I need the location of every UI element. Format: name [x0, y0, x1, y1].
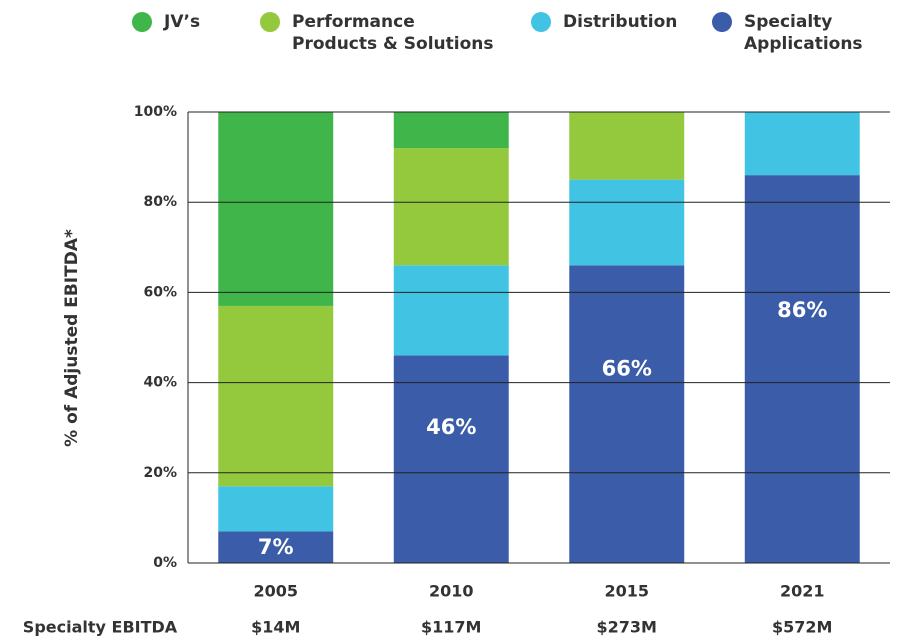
- x-tick-label: 2021: [780, 582, 825, 601]
- legend-item: Performance Products & Solutions: [260, 11, 494, 55]
- bar-segment: [218, 486, 334, 532]
- footer-label: Specialty EBITDA: [23, 618, 178, 637]
- footer-value: $14M: [251, 618, 300, 637]
- bar-segment: [393, 148, 509, 266]
- x-tick-label: 2010: [429, 582, 474, 601]
- footer-value: $273M: [597, 618, 657, 637]
- footer-value: $117M: [421, 618, 481, 637]
- data-label: 86%: [777, 298, 827, 322]
- data-label: 66%: [602, 357, 652, 381]
- footer-value: $572M: [772, 618, 832, 637]
- x-tick-label: 2015: [604, 582, 649, 601]
- y-tick-label: 40%: [143, 375, 177, 391]
- legend-label: Specialty Applications: [744, 12, 863, 54]
- legend-label: Distribution: [563, 12, 678, 32]
- bar-segment: [218, 531, 334, 563]
- x-tick-label: 2005: [253, 582, 298, 601]
- bar-segment: [569, 265, 685, 563]
- y-tick-label: 0%: [153, 555, 177, 571]
- data-label: 46%: [426, 415, 476, 439]
- bar-segment: [218, 305, 334, 487]
- data-label: 7%: [258, 535, 294, 559]
- legend-item: JV’s: [132, 11, 200, 33]
- legend-label: JV’s: [164, 12, 201, 32]
- y-tick-label: 60%: [143, 284, 177, 300]
- y-tick-label: 100%: [134, 104, 177, 120]
- y-axis-label: % of Adjusted EBITDA*: [62, 229, 82, 447]
- bar-segment: [744, 175, 860, 563]
- bar-segment: [393, 355, 509, 563]
- bar-segment: [569, 112, 685, 180]
- bar-segment: [393, 265, 509, 356]
- legend-swatch: [531, 12, 551, 32]
- bar-segment: [569, 179, 685, 266]
- legend-item: Specialty Applications: [712, 11, 863, 55]
- bar-segment: [744, 112, 860, 176]
- legend-swatch: [132, 12, 152, 32]
- legend-item: Distribution: [531, 11, 677, 33]
- legend-swatch: [712, 12, 732, 32]
- bar-segment: [393, 112, 509, 149]
- legend-swatch: [260, 12, 280, 32]
- bar-segment: [218, 112, 334, 306]
- y-tick-label: 80%: [143, 194, 177, 210]
- y-tick-label: 20%: [143, 465, 177, 481]
- legend-label: Performance Products & Solutions: [292, 12, 494, 54]
